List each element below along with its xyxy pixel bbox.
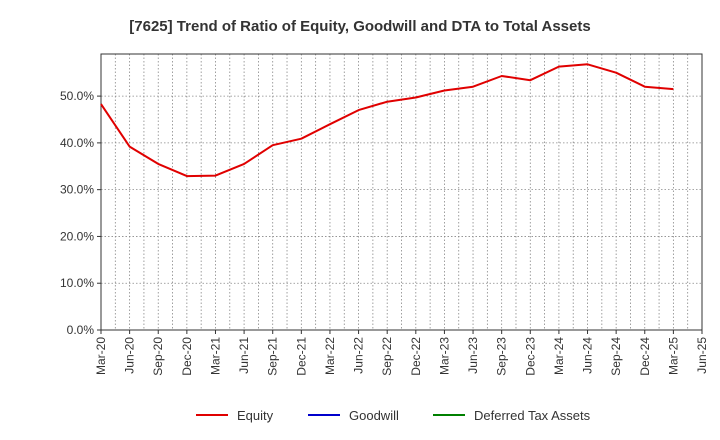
legend-item-deferred-tax-assets: Deferred Tax Assets	[433, 408, 591, 423]
x-tick-label: Jun-25	[695, 337, 709, 374]
x-tick-label: Dec-20	[180, 337, 194, 376]
x-tick-label: Sep-22	[380, 337, 394, 376]
x-tick-label: Jun-22	[352, 337, 366, 374]
legend-label: Goodwill	[349, 408, 399, 423]
x-tick-label: Mar-23	[437, 337, 451, 375]
x-tick-label: Sep-24	[609, 337, 623, 376]
x-tick-label: Dec-22	[409, 337, 423, 376]
y-tick-label: 50.0%	[60, 89, 94, 103]
x-tick-label: Mar-21	[208, 337, 222, 375]
x-tick-label: Mar-24	[552, 337, 566, 375]
legend-item-equity: Equity	[196, 408, 274, 423]
y-axis-ticks: 0.0% 10.0% 20.0% 30.0% 40.0% 50.0%	[60, 89, 101, 337]
series-layer	[100, 63, 674, 178]
x-axis-ticks: Mar-20 Jun-20 Sep-20 Dec-20 Mar-21 Jun-21 Sep-…	[94, 330, 709, 376]
y-tick-label: 40.0%	[60, 136, 94, 150]
grid-layer	[101, 54, 702, 330]
legend-label: Deferred Tax Assets	[474, 408, 591, 423]
x-tick-label: Sep-20	[151, 337, 165, 376]
y-tick-label: 0.0%	[67, 323, 95, 337]
x-tick-label: Jun-24	[581, 337, 595, 374]
x-tick-label: Dec-21	[294, 337, 308, 376]
legend: Equity Goodwill Deferred Tax Assets	[196, 408, 591, 423]
legend-label: Equity	[237, 408, 274, 423]
y-tick-label: 30.0%	[60, 183, 94, 197]
chart-title: [7625] Trend of Ratio of Equity, Goodwil…	[129, 18, 590, 35]
legend-item-goodwill: Goodwill	[308, 408, 399, 423]
x-tick-label: Jun-20	[123, 337, 137, 374]
x-tick-label: Mar-25	[666, 337, 680, 375]
x-tick-label: Mar-22	[323, 337, 337, 375]
x-tick-label: Dec-23	[523, 337, 537, 376]
x-tick-label: Sep-21	[266, 337, 280, 376]
x-tick-label: Mar-20	[94, 337, 108, 375]
x-tick-label: Sep-23	[495, 337, 509, 376]
y-tick-label: 10.0%	[60, 276, 94, 290]
x-tick-label: Jun-21	[237, 337, 251, 374]
plot-area-frame	[100, 53, 703, 331]
x-tick-label: Jun-23	[466, 337, 480, 374]
y-tick-label: 20.0%	[60, 229, 94, 243]
x-tick-label: Dec-24	[638, 337, 652, 376]
